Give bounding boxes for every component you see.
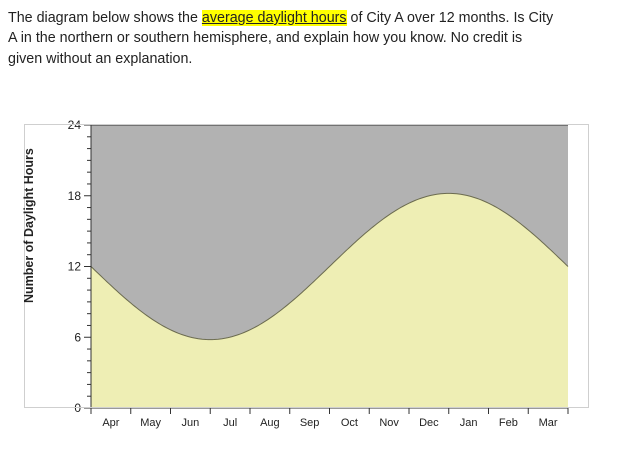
svg-text:Feb: Feb — [499, 417, 518, 429]
svg-text:Oct: Oct — [341, 417, 358, 429]
svg-text:Jun: Jun — [182, 417, 200, 429]
svg-text:Sep: Sep — [300, 417, 320, 429]
svg-text:Mar: Mar — [539, 417, 558, 429]
svg-text:Apr: Apr — [102, 417, 119, 429]
svg-text:Aug: Aug — [260, 417, 280, 429]
svg-text:Dec: Dec — [419, 417, 439, 429]
svg-text:Jul: Jul — [223, 417, 237, 429]
svg-text:Nov: Nov — [379, 417, 399, 429]
svg-text:Jan: Jan — [460, 417, 478, 429]
svg-text:May: May — [140, 417, 161, 429]
